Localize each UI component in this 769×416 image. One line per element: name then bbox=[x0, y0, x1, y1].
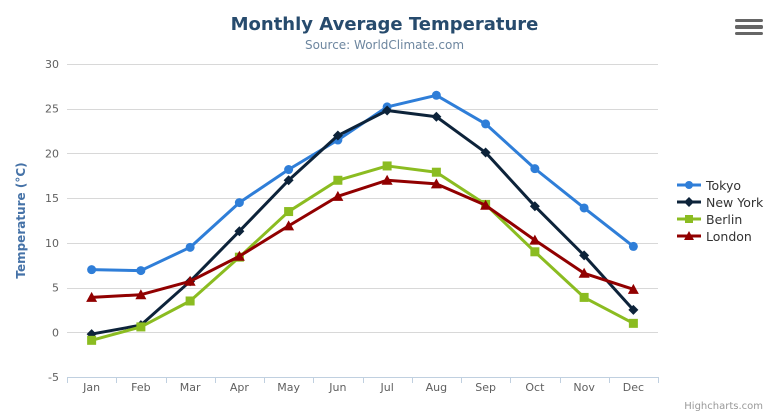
legend-label: Tokyo bbox=[706, 177, 741, 193]
triangle-legend-marker-icon bbox=[677, 231, 701, 240]
data-point[interactable] bbox=[579, 203, 589, 213]
x-axis-tick-label: May bbox=[277, 381, 300, 394]
data-point[interactable] bbox=[333, 175, 343, 185]
data-point[interactable] bbox=[381, 174, 393, 185]
y-axis-tick-label: 10 bbox=[45, 237, 59, 250]
series-line-london[interactable] bbox=[90, 178, 635, 299]
data-point[interactable] bbox=[530, 247, 540, 257]
data-point[interactable] bbox=[579, 292, 589, 302]
data-point[interactable] bbox=[284, 207, 294, 217]
data-point[interactable] bbox=[283, 175, 294, 186]
series-london bbox=[86, 174, 639, 302]
data-point[interactable] bbox=[529, 234, 541, 245]
hamburger-icon bbox=[735, 25, 763, 29]
data-point[interactable] bbox=[480, 199, 492, 210]
data-point[interactable] bbox=[284, 165, 294, 175]
legend-label: London bbox=[706, 228, 752, 244]
data-point[interactable] bbox=[628, 318, 638, 328]
series-line-new-york[interactable] bbox=[90, 109, 635, 336]
x-axis-tick-label: Nov bbox=[573, 381, 595, 394]
y-axis-tick-label: 30 bbox=[45, 58, 59, 71]
data-point[interactable] bbox=[578, 267, 590, 278]
data-point[interactable] bbox=[136, 266, 146, 276]
data-point[interactable] bbox=[136, 322, 146, 332]
chart-title: Monthly Average Temperature bbox=[230, 14, 539, 35]
data-point[interactable] bbox=[628, 304, 639, 315]
y-axis-tick-label: 25 bbox=[45, 103, 59, 116]
data-point[interactable] bbox=[529, 201, 540, 212]
x-axis-tick-label: Feb bbox=[131, 381, 150, 394]
data-point[interactable] bbox=[480, 147, 491, 158]
data-point[interactable] bbox=[627, 283, 639, 294]
y-axis-tick-label: 5 bbox=[52, 282, 59, 295]
legend-item-tokyo[interactable]: Tokyo bbox=[677, 177, 763, 193]
square-legend-marker-icon bbox=[677, 215, 701, 223]
x-axis-tick-label: Mar bbox=[180, 381, 201, 394]
legend-label: Berlin bbox=[706, 211, 743, 227]
x-axis-tick-label: Sep bbox=[475, 381, 496, 394]
data-point[interactable] bbox=[628, 241, 638, 251]
data-point[interactable] bbox=[579, 250, 590, 261]
hamburger-icon bbox=[735, 31, 763, 35]
x-axis-tick-label: Dec bbox=[623, 381, 644, 394]
hamburger-icon bbox=[735, 19, 763, 23]
legend-item-new-york[interactable]: New York bbox=[677, 194, 763, 210]
data-point[interactable] bbox=[332, 190, 344, 201]
data-point[interactable] bbox=[233, 250, 245, 261]
x-axis-tick-label: Jul bbox=[379, 381, 393, 394]
legend: Tokyo New York Berlin London bbox=[677, 177, 763, 245]
data-point[interactable] bbox=[87, 335, 97, 345]
data-point[interactable] bbox=[430, 178, 442, 189]
legend-label: New York bbox=[706, 194, 764, 210]
data-point[interactable] bbox=[431, 90, 441, 100]
series-new-york bbox=[86, 105, 639, 340]
x-axis-tick-label: Jun bbox=[328, 381, 346, 394]
series-line-berlin[interactable] bbox=[90, 164, 635, 342]
data-point[interactable] bbox=[184, 275, 196, 286]
y-axis-tick-label: 0 bbox=[52, 326, 59, 339]
data-point[interactable] bbox=[135, 289, 147, 300]
data-point[interactable] bbox=[234, 198, 244, 208]
y-axis-tick-label: 20 bbox=[45, 147, 59, 160]
data-point[interactable] bbox=[185, 296, 195, 306]
data-point[interactable] bbox=[185, 242, 195, 252]
data-point[interactable] bbox=[86, 291, 98, 302]
data-point[interactable] bbox=[382, 161, 392, 171]
data-point[interactable] bbox=[530, 164, 540, 174]
data-point[interactable] bbox=[87, 265, 97, 275]
diamond-legend-marker-icon bbox=[677, 197, 701, 207]
x-axis-tick-label: Apr bbox=[230, 381, 250, 394]
data-point[interactable] bbox=[481, 119, 491, 129]
data-point[interactable] bbox=[382, 105, 393, 116]
chart-subtitle: Source: WorldClimate.com bbox=[304, 38, 465, 52]
data-point[interactable] bbox=[431, 111, 442, 122]
data-point[interactable] bbox=[234, 226, 245, 237]
data-point[interactable] bbox=[283, 220, 295, 231]
context-menu-button[interactable] bbox=[735, 19, 763, 35]
y-axis-title: Temperature (°C) bbox=[14, 162, 28, 278]
x-axis-tick-label: Oct bbox=[525, 381, 545, 394]
legend-item-london[interactable]: London bbox=[677, 228, 763, 244]
series-tokyo bbox=[87, 90, 638, 276]
data-point[interactable] bbox=[332, 130, 343, 141]
legend-item-berlin[interactable]: Berlin bbox=[677, 211, 763, 227]
x-axis-tick-label: Aug bbox=[426, 381, 447, 394]
x-axis-tick-label: Jan bbox=[82, 381, 100, 394]
circle-legend-marker-icon bbox=[677, 181, 701, 189]
y-axis-tick-label: 15 bbox=[45, 192, 59, 205]
data-point[interactable] bbox=[431, 167, 441, 177]
credits-link[interactable]: Highcharts.com bbox=[684, 401, 763, 412]
y-axis-tick-label: -5 bbox=[48, 371, 59, 384]
